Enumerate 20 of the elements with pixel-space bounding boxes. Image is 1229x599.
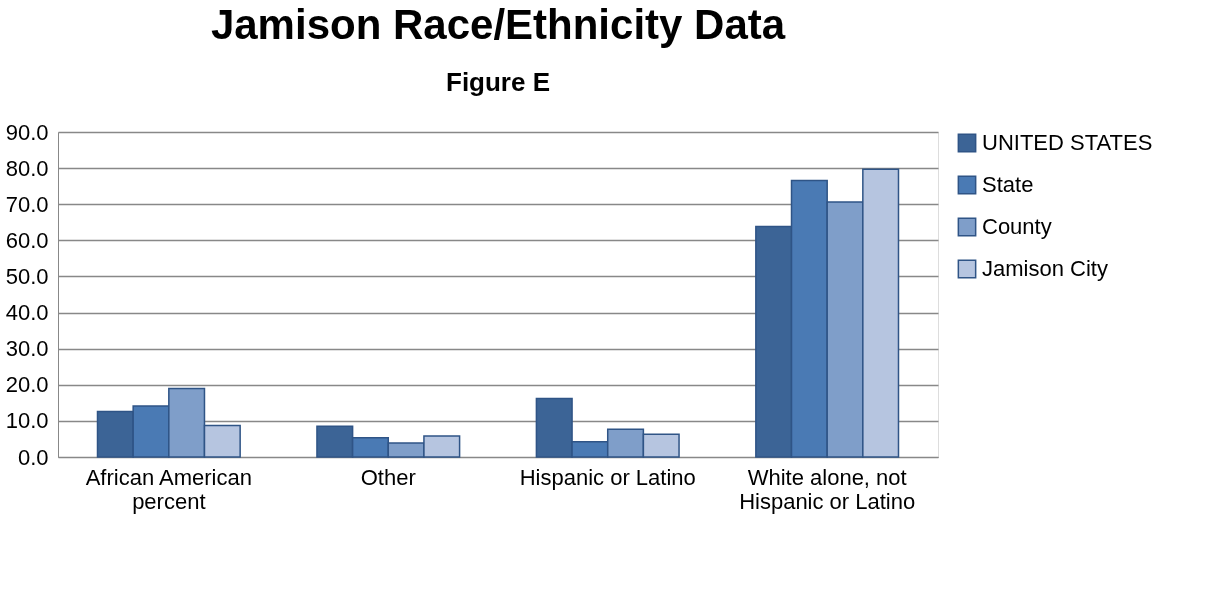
legend-label: UNITED STATES (982, 130, 1153, 155)
chart-subtitle: Figure E (445, 67, 551, 97)
y-tick-label: 40.0 (5, 300, 49, 326)
y-tick-label: 80.0 (5, 155, 49, 181)
y-tick-label: 90.0 (5, 119, 49, 145)
legend-label: County (982, 214, 1052, 239)
x-tick-label: Other (360, 464, 416, 490)
x-tick-label: African American percent (85, 464, 252, 514)
chart-title: Jamison Race/Ethnicity Data (210, 1, 786, 48)
y-tick-label: 20.0 (5, 372, 49, 398)
y-tick-label: 30.0 (5, 336, 49, 362)
x-tick-label: Hispanic or Latino (519, 464, 696, 490)
y-tick-label: 60.0 (5, 227, 49, 253)
legend-label: Jamison City (982, 256, 1108, 281)
y-tick-label: 70.0 (5, 191, 49, 217)
legend-label: State (982, 172, 1034, 197)
y-tick-label: 50.0 (5, 263, 49, 289)
y-tick-label: 0.0 (17, 444, 49, 470)
x-tick-label: White alone, not Hispanic or Latino (739, 464, 916, 514)
y-tick-label: 10.0 (5, 408, 49, 434)
